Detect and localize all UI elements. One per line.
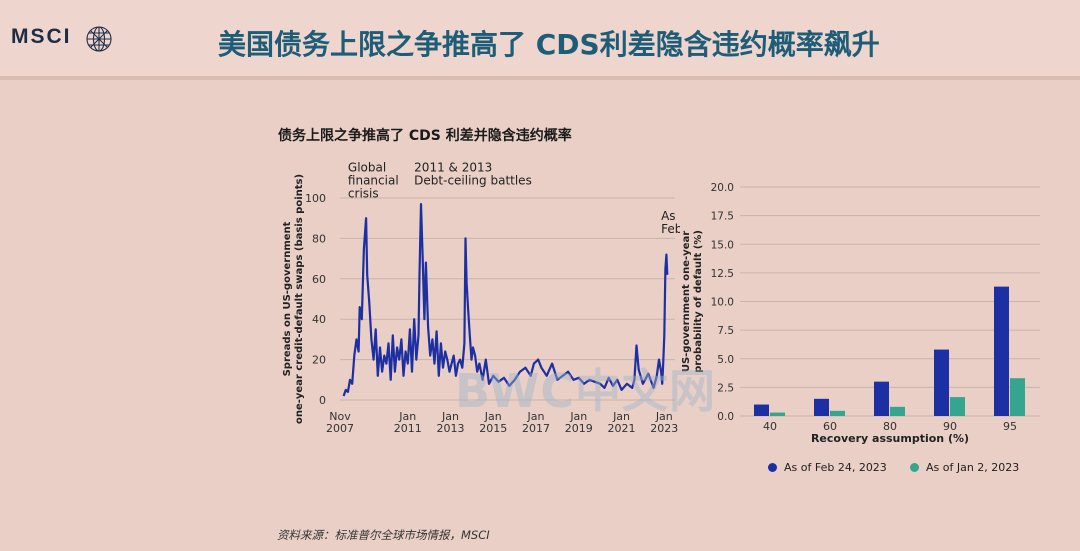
x-tick-label: 2011 bbox=[394, 422, 422, 435]
y-tick-label: 7.5 bbox=[717, 325, 734, 337]
header-rule bbox=[0, 76, 1080, 80]
x-tick-label: Jan bbox=[612, 410, 630, 423]
y-tick-label: 60 bbox=[312, 273, 326, 286]
y-axis-title-line: one-year credit-default swaps (basis poi… bbox=[294, 174, 305, 424]
x-tick-label: 2017 bbox=[522, 422, 550, 435]
header-bar bbox=[0, 0, 1080, 80]
annotation-label: Feb 24 bbox=[661, 222, 680, 236]
watermark: BWC中文网 bbox=[455, 364, 717, 418]
x-tick-label: 2019 bbox=[565, 422, 593, 435]
y-tick-label: 17.5 bbox=[711, 211, 734, 223]
annotation-label: financial bbox=[348, 174, 399, 188]
x-tick-label: Jan bbox=[441, 410, 459, 423]
x-tick-label: 2021 bbox=[608, 422, 636, 435]
y-axis-title-line: US-government one-year bbox=[681, 231, 692, 372]
x-tick-label: 80 bbox=[883, 420, 897, 433]
x-tick-label: Jan bbox=[484, 410, 502, 423]
legend-item-feb24: As of Feb 24, 2023 bbox=[768, 461, 887, 474]
y-tick-label: 20.0 bbox=[711, 182, 734, 194]
bar bbox=[754, 404, 769, 416]
default-probability-bar-chart: 0.0 2.5 5.0 7.5 10.0 12.5 15.0 17.5 20.0 40 60 80 90… bbox=[681, 182, 1040, 445]
annotation-label: Global bbox=[348, 161, 386, 175]
bar bbox=[934, 349, 949, 416]
y-tick-label: 20 bbox=[312, 354, 326, 367]
y-axis-title-line: probability of default (%) bbox=[693, 230, 704, 373]
bar bbox=[890, 406, 905, 416]
annotation-label: As of bbox=[661, 209, 680, 223]
y-tick-label: 2.5 bbox=[717, 382, 734, 394]
x-tick-label: 2007 bbox=[326, 422, 354, 435]
series-line bbox=[342, 203, 669, 397]
y-tick-label: 5.0 bbox=[717, 354, 734, 366]
cds-spread-line-chart: 020406080100Nov2007Jan2011Jan2013Jan2015… bbox=[282, 161, 680, 435]
bar bbox=[950, 397, 965, 416]
globe-logo-icon bbox=[86, 26, 112, 52]
x-tick-label: 95 bbox=[1003, 420, 1017, 433]
y-tick-label: 40 bbox=[312, 313, 326, 326]
chart-title: 债务上限之争推高了 CDS 利差并隐含违约概率 bbox=[278, 128, 572, 144]
annotation-label: crisis bbox=[348, 187, 379, 201]
x-tick-label: 40 bbox=[763, 420, 777, 433]
source-note: 资料来源：标准普尔全球市场情报，MSCI bbox=[277, 528, 490, 542]
x-tick-label: Jan bbox=[569, 410, 587, 423]
x-tick-label: Jan bbox=[655, 410, 673, 423]
bar bbox=[830, 410, 845, 416]
x-tick-label: 2013 bbox=[437, 422, 465, 435]
y-tick-label: 100 bbox=[305, 192, 326, 205]
page-title: 美国债务上限之争推高了 CDS利差隐含违约概率飙升 bbox=[218, 28, 880, 61]
annotation-label: Debt-ceiling battles bbox=[414, 174, 532, 188]
legend-label-feb24: As of Feb 24, 2023 bbox=[784, 461, 887, 474]
x-tick-label: Jan bbox=[398, 410, 416, 423]
y-tick-label: 12.5 bbox=[711, 268, 734, 280]
y-tick-label: 10.0 bbox=[711, 297, 734, 309]
bar bbox=[994, 286, 1009, 416]
annotation-label: 2011 & 2013 bbox=[414, 161, 492, 175]
bar bbox=[1010, 378, 1025, 416]
y-axis-title-line: Spreads on US-government bbox=[282, 221, 293, 376]
x-tick-label: 60 bbox=[823, 420, 837, 433]
y-tick-label: 0.0 bbox=[717, 411, 734, 423]
legend-swatch-jan2 bbox=[910, 463, 919, 472]
x-tick-label: Nov bbox=[329, 410, 351, 423]
y-tick-label: 80 bbox=[312, 232, 326, 245]
x-tick-label: 2023 bbox=[650, 422, 678, 435]
x-axis-title: Recovery assumption (%) bbox=[811, 432, 969, 445]
msci-logo-text: MSCI bbox=[11, 25, 72, 48]
x-tick-label: Jan bbox=[527, 410, 545, 423]
bar bbox=[770, 412, 785, 416]
x-tick-label: 90 bbox=[943, 420, 957, 433]
bar bbox=[874, 381, 889, 416]
y-axis-title: US-government one-yearprobability of def… bbox=[681, 230, 704, 373]
legend-item-jan2: As of Jan 2, 2023 bbox=[910, 461, 1019, 474]
legend-label-jan2: As of Jan 2, 2023 bbox=[926, 461, 1020, 474]
y-tick-label: 0 bbox=[319, 394, 326, 407]
y-tick-label: 15.0 bbox=[711, 239, 734, 251]
y-axis-title: Spreads on US-governmentone-year credit-… bbox=[282, 174, 305, 424]
legend-swatch-feb24 bbox=[768, 463, 777, 472]
bar bbox=[814, 398, 829, 416]
x-tick-label: 2015 bbox=[479, 422, 507, 435]
